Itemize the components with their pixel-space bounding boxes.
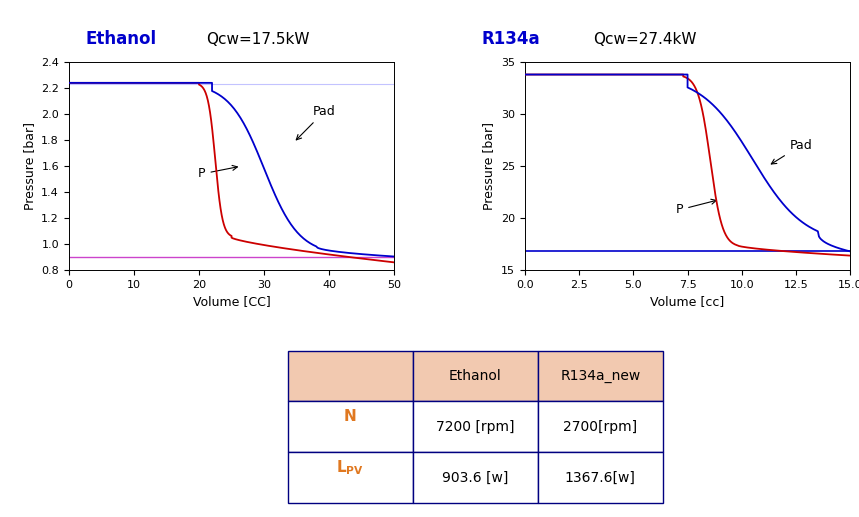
Y-axis label: Pressure [bar]: Pressure [bar] [22, 122, 35, 210]
X-axis label: Volume [CC]: Volume [CC] [192, 296, 271, 309]
X-axis label: Volume [cc]: Volume [cc] [650, 296, 725, 309]
Text: N: N [344, 409, 356, 424]
Text: $\mathbf{L_{PV}}$: $\mathbf{L_{PV}}$ [336, 458, 364, 477]
Text: R134a: R134a [481, 30, 539, 48]
Text: Pad: Pad [296, 105, 336, 140]
Text: Pad: Pad [771, 139, 813, 164]
Text: Qcw=17.5kW: Qcw=17.5kW [206, 32, 309, 47]
Text: P: P [198, 165, 237, 180]
Text: Ethanol: Ethanol [86, 30, 157, 48]
Text: Qcw=27.4kW: Qcw=27.4kW [593, 32, 696, 47]
Text: P: P [676, 199, 716, 216]
Y-axis label: Pressure [bar]: Pressure [bar] [482, 122, 496, 210]
